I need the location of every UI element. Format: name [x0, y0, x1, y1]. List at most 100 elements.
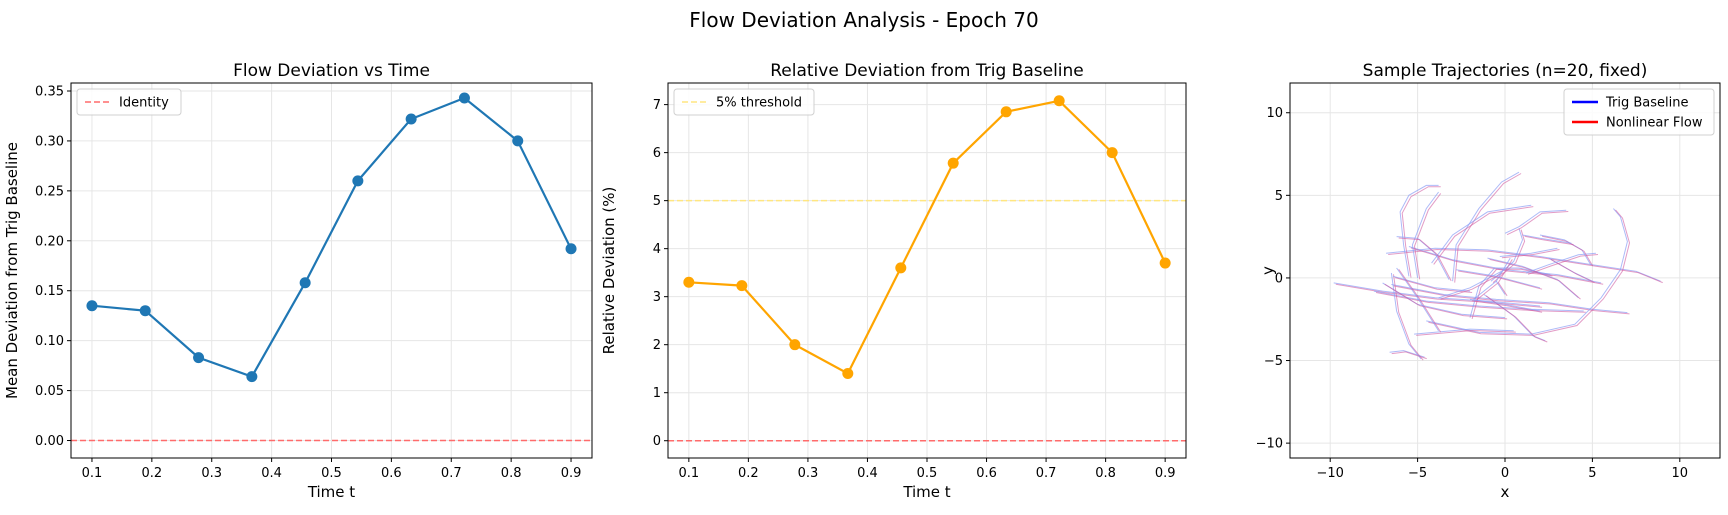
trajectory-flow-22 [1416, 329, 1516, 336]
trajectory-baseline-11 [1431, 204, 1532, 264]
trajectory-baseline-28 [1495, 280, 1506, 295]
data-point [1053, 95, 1065, 107]
data-point [1159, 257, 1171, 269]
y-tick-label: 0 [653, 434, 661, 449]
trajectory-flow-8 [1401, 186, 1441, 278]
chart-3: −10 −5 0 5 10 −10 −5 0 5 10 Sample Trajectories (n… [1256, 61, 1721, 501]
trajectory-baseline-13 [1392, 275, 1471, 292]
trajectory-flow-32 [1472, 300, 1543, 313]
data-point [86, 300, 98, 312]
trajectory-flow-19 [1440, 272, 1504, 300]
data-point [512, 135, 524, 147]
data-point [139, 305, 151, 317]
y-tick-label: 0.05 [35, 384, 64, 399]
x-tick-label: 5 [1588, 466, 1596, 481]
trajectory-flow-6 [1388, 248, 1663, 284]
x-tick-label: 0.8 [1095, 466, 1116, 481]
chart-title: Sample Trajectories (n=20, fixed) [1363, 61, 1648, 81]
x-tick-label: 0.5 [321, 466, 342, 481]
data-point [947, 157, 959, 169]
trajectory-baseline-31 [1522, 234, 1572, 244]
data-point [299, 277, 311, 289]
trajectory-baseline-8 [1399, 184, 1439, 277]
data-point [736, 280, 748, 292]
data-point [405, 113, 417, 125]
x-axis-label: x [1501, 483, 1510, 501]
y-tick-label: 0.25 [35, 184, 64, 199]
legend: Trig Baseline Nonlinear Flow [1563, 88, 1715, 136]
trajectory-baseline-9 [1452, 171, 1520, 282]
y-tick-label: 0.15 [35, 284, 64, 299]
y-tick-label: 3 [653, 290, 661, 305]
trajectory-flow-15 [1485, 295, 1548, 343]
legend-box [76, 88, 182, 116]
series-line [91, 96, 572, 378]
x-tick-label: 10 [1672, 466, 1689, 481]
data-point [789, 339, 801, 351]
y-tick-label: 0.00 [35, 434, 64, 449]
trajectory-baseline-23 [1396, 267, 1440, 332]
chart-1: 0.1 0.2 0.3 0.4 0.5 0.6 0.7 0.8 0.9 0.00 0.05 0.10 0… [3, 61, 593, 501]
x-tick-label: 0.5 [917, 466, 938, 481]
trajectory-flow-14 [1428, 209, 1631, 336]
y-tick-label: 0.10 [35, 334, 64, 349]
data-point [842, 367, 854, 379]
legend-box [1563, 88, 1715, 136]
trajectory-baseline-27 [1499, 247, 1558, 257]
trajectory-flow-13 [1395, 277, 1473, 293]
trajectory-baseline-2 [1373, 290, 1584, 312]
x-tick-label: 0.4 [857, 466, 878, 481]
data-point [1000, 106, 1012, 118]
series-line [688, 99, 1167, 376]
trajectory-flow-23 [1398, 269, 1442, 333]
x-tick-label: 0.2 [738, 466, 759, 481]
trajectory-flow-25 [1527, 254, 1599, 275]
trajectory-baseline-22 [1414, 328, 1514, 335]
legend-label: Trig Baseline [1605, 96, 1689, 111]
data-point [683, 276, 695, 288]
trajectory-flow-5 [1391, 351, 1427, 360]
x-tick-label: 0.7 [441, 466, 462, 481]
data-point [895, 262, 907, 274]
trajectory-flow-30 [1541, 235, 1594, 267]
trajectory-flow-3 [1393, 285, 1630, 315]
legend-box [673, 88, 815, 116]
y-tick-label: 4 [653, 242, 661, 257]
y-tick-label: 0.35 [35, 84, 64, 99]
chart-title: Relative Deviation from Trig Baseline [770, 61, 1084, 81]
trajectory-flow-12 [1398, 237, 1452, 282]
y-axis-label: y [1259, 266, 1277, 275]
x-tick-label: 0.1 [82, 466, 103, 481]
x-tick-label: −10 [1316, 466, 1343, 481]
y-tick-label: 0 [1275, 271, 1283, 286]
y-tick-label: 5 [653, 194, 661, 209]
trajectory-baseline-10 [1411, 191, 1440, 278]
trajectory-baseline-6 [1386, 247, 1661, 282]
y-axis-label: Relative Deviation (%) [600, 187, 618, 355]
legend-label: Identity [119, 96, 169, 111]
legend-label: 5% threshold [716, 96, 802, 111]
trajectory-flow-2 [1375, 292, 1586, 313]
trajectory-flow-16 [1471, 268, 1553, 320]
x-tick-label: 0.9 [561, 466, 582, 481]
y-tick-label: 6 [653, 146, 661, 161]
data-point [565, 243, 577, 255]
x-tick-label: 0.8 [501, 466, 522, 481]
trajectory-flow-27 [1501, 249, 1560, 259]
data-point [1106, 147, 1118, 159]
trajectory-flow-4 [1393, 274, 1424, 361]
x-tick-label: 0.4 [261, 466, 282, 481]
legend: 5% threshold [673, 88, 815, 116]
trajectory-flow-21 [1550, 258, 1595, 284]
trajectory-flow-29 [1506, 211, 1569, 236]
legend-label: Nonlinear Flow [1606, 116, 1703, 131]
x-axis-label: Time t [902, 483, 950, 501]
trajectory-baseline-24 [1382, 282, 1506, 319]
y-tick-label: −5 [1264, 354, 1283, 369]
trajectory-flow-10 [1413, 193, 1442, 280]
trajectory-baseline-29 [1504, 209, 1567, 234]
trajectory-baseline-26 [1456, 269, 1541, 289]
trajectory-flow-1 [1335, 283, 1543, 308]
trajectory-flow-28 [1497, 282, 1508, 297]
